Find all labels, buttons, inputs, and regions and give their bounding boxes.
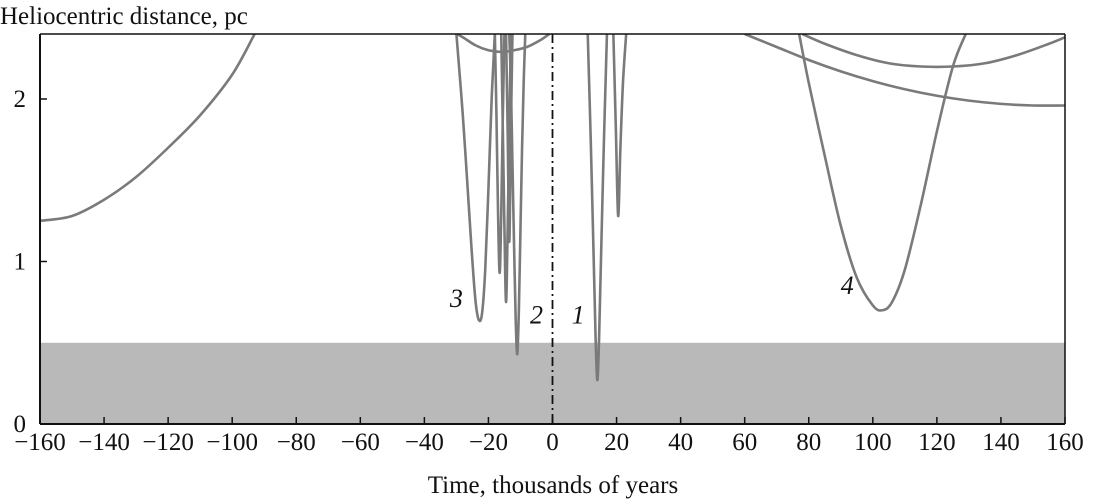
x-tick-label: 40	[668, 429, 693, 456]
curve-2	[455, 34, 497, 323]
x-tick-label: −160	[14, 429, 66, 456]
curve-4	[499, 34, 513, 304]
distance-curves	[40, 34, 1065, 382]
y-tick-label: 1	[14, 249, 27, 276]
y-tick-label: 0	[14, 411, 27, 438]
x-tick-label: 100	[854, 429, 892, 456]
x-tick-label: 0	[546, 429, 559, 456]
x-axis-label: Time, thousands of years	[428, 472, 678, 499]
curve-9	[612, 34, 628, 218]
curve-8	[586, 34, 609, 382]
curve-6	[507, 34, 527, 356]
x-tick-label: −80	[277, 429, 316, 456]
curve-labels: 12 3 4	[449, 271, 854, 329]
curve-12	[801, 34, 1065, 69]
x-tick-label: 80	[796, 429, 821, 456]
x-tick-label: 140	[982, 429, 1020, 456]
x-tick-label: −40	[405, 429, 444, 456]
x-ticks: −160 −140 −120 −100 −80 −60 −40 −20 0 20 40 60 80 100…	[14, 417, 1084, 456]
curve-10	[797, 34, 967, 312]
curve-label-1: 1	[572, 300, 585, 329]
curve-1	[40, 34, 256, 223]
x-tick-label: 160	[1046, 429, 1084, 456]
x-tick-label: −100	[206, 429, 258, 456]
x-tick-label: −140	[78, 429, 130, 456]
curve-label-2: 2	[530, 300, 543, 329]
curve-label-4: 4	[841, 271, 854, 300]
x-tick-label: −20	[469, 429, 508, 456]
y-ticks: 0 1 2	[14, 86, 47, 438]
x-tick-label: −120	[142, 429, 194, 456]
x-tick-label: 120	[918, 429, 956, 456]
x-tick-label: 20	[604, 429, 629, 456]
y-tick-label: 2	[14, 86, 27, 113]
y-axis-label: Heliocentric distance, pc	[0, 3, 248, 30]
curve-11	[744, 34, 1065, 107]
x-tick-label: −60	[341, 429, 380, 456]
curve-label-3: 3	[449, 284, 463, 313]
curve-7	[455, 34, 551, 54]
x-tick-label: 60	[732, 429, 757, 456]
